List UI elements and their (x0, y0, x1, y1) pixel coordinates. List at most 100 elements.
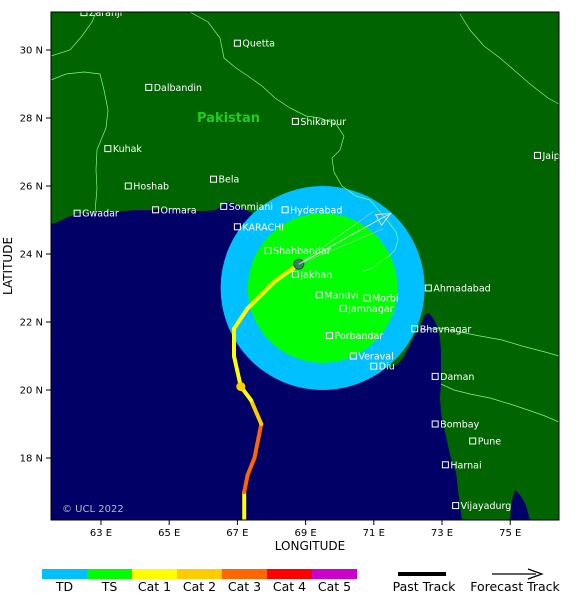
x-tick-label: 65 E (158, 528, 180, 539)
legend-swatch (42, 569, 87, 579)
city-label: Bela (219, 175, 240, 186)
city-marker (124, 182, 132, 190)
city-marker (424, 284, 432, 292)
city-label: Bombay (440, 420, 479, 431)
city-label: Porbandar (334, 331, 383, 342)
country-label-pakistan: Pakistan (197, 111, 260, 126)
past-track-segment (249, 398, 264, 426)
city-label: Harnai (450, 460, 481, 471)
y-tick-label: 22 N (20, 318, 43, 329)
past-track-legend-label: Past Track (393, 579, 456, 594)
city-label: Ahmadabad (433, 284, 490, 295)
city-label: Hoshab (133, 182, 169, 193)
legend-label: Cat 5 (318, 579, 351, 594)
city-marker (349, 352, 357, 360)
city-marker (152, 206, 160, 214)
city-marker (281, 206, 289, 214)
city-label: Dalbandin (154, 83, 202, 94)
x-tick-label: 75 E (499, 528, 521, 539)
city-label: Shahbandar (273, 246, 331, 257)
plot-frame (50, 11, 560, 521)
legend-swatch (132, 569, 177, 579)
city-marker (363, 294, 371, 302)
forecast-track-line (298, 212, 392, 265)
city-label: Mandvi (324, 290, 358, 301)
city-marker (145, 83, 153, 91)
city-marker (233, 223, 241, 231)
city-marker (469, 437, 477, 445)
city-label: Vijayadurg (461, 501, 512, 512)
legend-label: Cat 2 (183, 579, 216, 594)
legend-swatch (222, 569, 267, 579)
past-track-segment (242, 473, 250, 494)
past-track (231, 258, 305, 520)
city-marker (533, 151, 541, 159)
city-label: Sonmiani (229, 202, 273, 213)
city-marker (104, 145, 112, 153)
legend-label: Cat 4 (273, 579, 306, 594)
legend-swatch (177, 569, 222, 579)
city-label: Zaranji (89, 8, 122, 19)
y-tick-label: 24 N (20, 250, 43, 261)
city-label: Quetta (242, 39, 275, 50)
city-label: Gwadar (82, 209, 119, 220)
city-marker (220, 202, 228, 210)
x-axis-ticks: 63 E 65 E 67 E 69 E 71 E 73 E 75 E (90, 520, 521, 539)
forecast-track (298, 210, 392, 265)
past-track-segment (245, 456, 257, 477)
city-marker (315, 291, 323, 299)
city-label: KARACHI (242, 222, 284, 233)
wind-radius-ts (247, 213, 398, 363)
forecast-cone-edge (298, 210, 374, 265)
x-axis-title: LONGITUDE (275, 539, 345, 553)
past-track-legend: Past Track (393, 572, 456, 594)
map-plot-area: Zaranji Quetta Dalbandin Shikarpur Kuhak Jaip… (51, 8, 569, 520)
legend-swatch (312, 569, 357, 579)
city-marker (73, 209, 81, 217)
city-label: Daman (440, 372, 474, 383)
y-tick-label: 20 N (20, 386, 43, 397)
city-marker (80, 12, 88, 17)
legend-label: TD (55, 579, 73, 594)
y-tick-label: 28 N (20, 114, 43, 125)
city-marker (339, 304, 347, 312)
forecast-track-legend: Forecast Track (470, 568, 561, 594)
legend-label: Cat 3 (228, 579, 261, 594)
legend-swatch (267, 569, 312, 579)
city-label: Jakhan (299, 270, 332, 281)
x-tick-label: 63 E (90, 528, 112, 539)
city-label: Morbi (372, 294, 399, 305)
city-marker (411, 325, 419, 333)
track-point (236, 382, 246, 392)
past-track-segment (252, 422, 264, 460)
city-label: Hyderabad (290, 205, 342, 216)
x-tick-label: 73 E (431, 528, 453, 539)
x-tick-label: 67 E (226, 528, 248, 539)
city-markers: Zaranji Quetta Dalbandin Shikarpur Kuhak Jaip… (73, 8, 569, 512)
credit-label: © UCL 2022 (62, 504, 124, 515)
country-borders (51, 12, 559, 423)
past-track-segment (245, 279, 277, 311)
intensity-legend: TD TS Cat 1 Cat 2 Cat 3 Cat 4 Cat 5 (42, 569, 357, 594)
city-marker (210, 175, 218, 183)
legend-swatch (87, 569, 132, 579)
forecast-cone-edge (298, 228, 384, 265)
city-marker (452, 502, 460, 510)
y-axis-title: LATITUDE (1, 237, 15, 295)
city-label: Pune (478, 437, 502, 448)
y-tick-label: 18 N (20, 454, 43, 465)
city-marker (431, 372, 439, 380)
city-marker (233, 39, 241, 47)
city-label: Bhavnagar (420, 324, 472, 335)
city-marker (441, 461, 449, 469)
city-label: Jamnagar (347, 304, 394, 315)
city-label: Shikarpur (300, 117, 346, 128)
x-tick-label: 69 E (294, 528, 316, 539)
city-marker (431, 420, 439, 428)
city-label: Jaipur (541, 151, 569, 162)
y-axis-ticks: 30 N 28 N 26 N 24 N 22 N 20 N 18 N (20, 46, 51, 465)
city-label: Ormara (161, 205, 197, 216)
y-tick-label: 26 N (20, 182, 43, 193)
y-tick-label: 30 N (20, 46, 43, 57)
